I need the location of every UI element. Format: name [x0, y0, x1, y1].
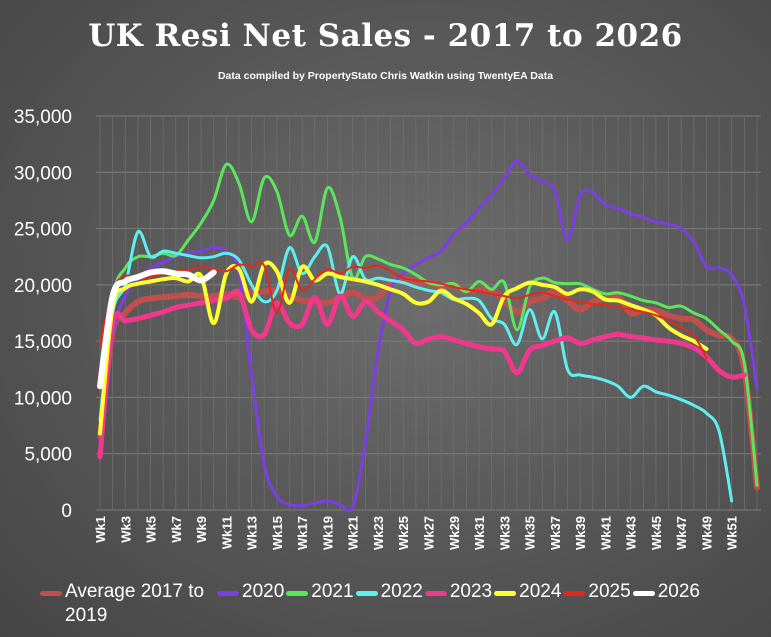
x-tick-label: Wk21 — [346, 516, 361, 550]
x-tick-label: Wk1 — [93, 516, 108, 543]
chart-title: UK Resi Net Sales - 2017 to 2026 — [88, 18, 683, 54]
series-line-2025 — [99, 261, 708, 359]
x-tick-label: Wk15 — [270, 516, 285, 550]
y-tick-label: 25,000 — [14, 220, 72, 241]
y-tick-label: 30,000 — [14, 163, 72, 184]
legend-swatch — [632, 591, 655, 596]
y-axis: 0 5,000 10,000 15,000 20,000 25,000 30,000 35,0… — [14, 107, 72, 522]
x-tick-label: Wk33 — [497, 516, 512, 550]
x-axis: Wk1 Wk3 Wk5 Wk7 Wk9 Wk11 Wk13 Wk15 Wk17 Wk19 Wk21 W… — [93, 516, 740, 550]
chart-legend: Average 2017 to 2019 2020 2021 2022 2023 2024… — [40, 580, 765, 628]
x-tick-label: Wk47 — [674, 516, 689, 550]
y-tick-label: 15,000 — [14, 332, 72, 353]
x-tick-label: Wk29 — [447, 516, 462, 550]
legend-item: Average 2017 to 2019 — [40, 580, 215, 628]
x-tick-label: Wk5 — [144, 516, 159, 543]
legend-label: 2024 — [519, 581, 562, 602]
series-lines — [97, 159, 760, 513]
y-tick-label: 10,000 — [14, 388, 72, 409]
x-tick-label: Wk39 — [573, 516, 588, 550]
x-tick-label: Wk27 — [422, 516, 437, 550]
legend-item: 2023 — [424, 580, 493, 604]
series-line-2026 — [97, 268, 217, 390]
legend-swatch — [286, 591, 309, 596]
legend-swatch — [217, 591, 239, 596]
legend-item: 2020 — [217, 580, 284, 604]
x-tick-label: Wk49 — [699, 516, 714, 550]
legend-swatch — [563, 591, 586, 596]
legend-item: 2026 — [632, 580, 700, 604]
x-tick-label: Wk13 — [245, 516, 260, 550]
series-line-2022 — [98, 230, 734, 503]
legend-label: 2025 — [588, 581, 631, 602]
y-tick-label: 5,000 — [24, 445, 72, 466]
legend-label: 2022 — [380, 581, 423, 602]
legend-item: 2024 — [494, 580, 561, 604]
series-line-2023 — [97, 288, 747, 460]
x-tick-label: Wk11 — [219, 516, 234, 549]
x-tick-label: Wk51 — [725, 516, 740, 550]
legend-swatch — [424, 591, 447, 596]
x-tick-label: Wk9 — [194, 516, 209, 543]
x-tick-label: Wk35 — [523, 516, 538, 550]
series-line-2024 — [98, 260, 709, 436]
x-tick-label: Wk23 — [371, 516, 386, 550]
y-tick-label: 0 — [61, 501, 72, 522]
legend-item: 2022 — [355, 580, 423, 604]
x-tick-label: Wk37 — [548, 516, 563, 550]
legend-label: 2023 — [449, 581, 493, 602]
legend-swatch — [494, 591, 517, 596]
legend-label: 2020 — [242, 581, 285, 602]
y-tick-label: 20,000 — [14, 276, 72, 297]
chart-subtitle: Data compiled by PropertyStato Chris Wat… — [217, 70, 554, 82]
x-tick-label: Wk17 — [295, 516, 310, 550]
x-tick-label: Wk43 — [624, 516, 639, 550]
x-tick-label: Wk7 — [169, 516, 184, 543]
legend-item: 2025 — [563, 580, 631, 604]
series-line-2021 — [98, 162, 759, 487]
x-tick-label: Wk19 — [320, 516, 335, 550]
legend-swatch — [355, 591, 378, 596]
legend-item: 2021 — [286, 580, 354, 604]
x-tick-label: Wk25 — [396, 516, 411, 550]
legend-label: Average 2017 to 2019 — [65, 581, 205, 626]
y-tick-label: 35,000 — [14, 107, 72, 128]
legend-label: 2021 — [311, 581, 354, 602]
x-tick-label: Wk31 — [472, 516, 487, 550]
series-line-2020 — [98, 159, 759, 513]
x-tick-label: Wk41 — [598, 516, 613, 550]
legend-label: 2026 — [657, 581, 700, 602]
x-tick-label: Wk3 — [118, 516, 133, 543]
x-tick-label: Wk45 — [649, 516, 664, 550]
legend-swatch — [40, 591, 62, 596]
